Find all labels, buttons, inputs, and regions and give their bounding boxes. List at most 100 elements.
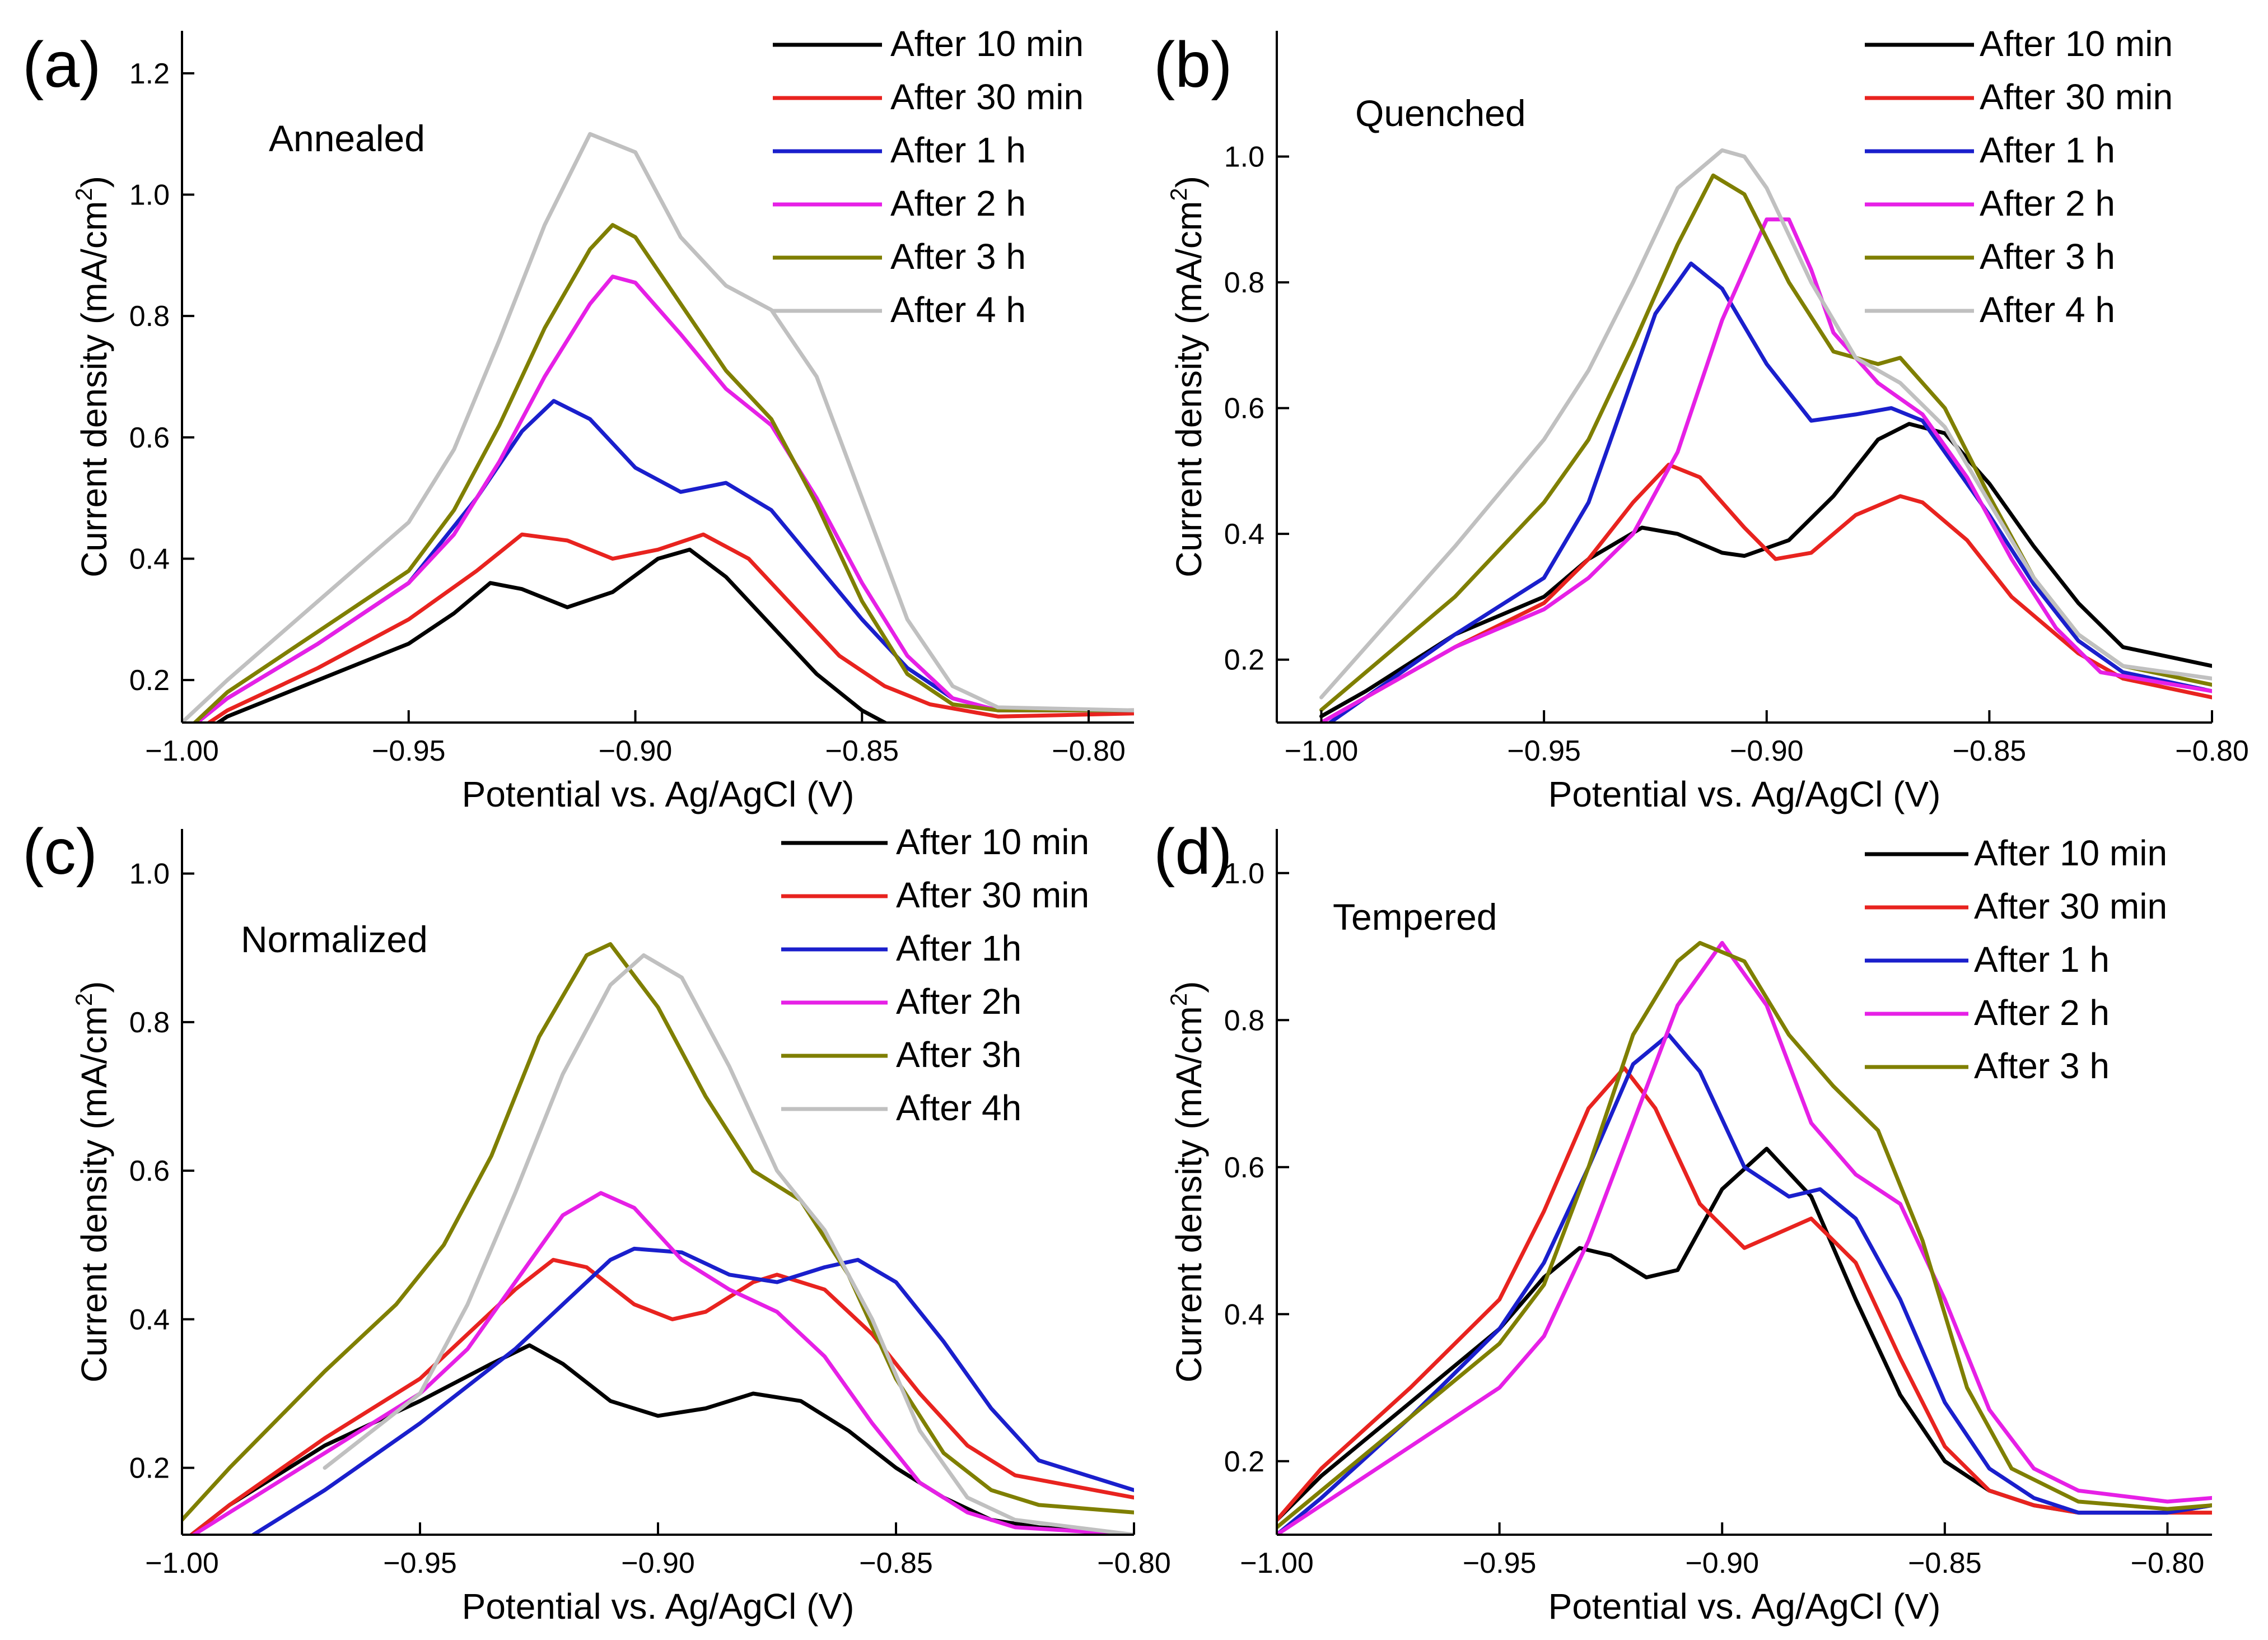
series-group [182,942,1134,1535]
legend-item: After 10 min [1865,833,2167,873]
condition-label: Tempered [1333,896,1497,938]
y-tick-label: 0.8 [129,300,170,333]
series-group [1277,940,2212,1535]
legend-item: After 2 h [773,183,1026,223]
series-line-5 [1277,940,2212,1530]
legend-item: After 30 min [1865,886,2167,926]
y-axis-title-main: Current density (mA/cm [74,201,114,577]
series-line-5 [192,223,1134,723]
series-line-6 [323,953,1134,1535]
y-axis-title-main: Current density (mA/cm [1169,1006,1209,1382]
legend-label: After 30 min [896,875,1089,915]
legend-label: After 3 h [890,236,1026,277]
y-axis-title-sup: 2 [71,993,97,1006]
legend-item: After 10 min [781,822,1089,862]
x-tick-label: −0.85 [1953,735,2027,767]
condition-label: Annealed [269,118,425,159]
y-tick-label: 1.2 [129,58,170,90]
legend-item: After 1 h [773,130,1026,170]
legend-label: After 10 min [1980,24,2173,64]
legend: After 10 min After 30 min After 1 h After 2… [773,24,1084,330]
legend-label: After 1h [896,928,1021,968]
legend-item: After 30 min [773,77,1084,117]
legend-item: After 10 min [773,24,1084,64]
y-tick-label: 0.8 [129,1007,170,1039]
series-line-3 [1327,261,2212,723]
legend-item: After 3 h [1865,1046,2110,1086]
legend-item: After 2 h [1865,183,2115,223]
series-line-4 [1277,940,2212,1535]
y-tick-label: 0.8 [1224,1004,1264,1037]
y-tick-label: 0.2 [1224,644,1264,677]
y-tick-label: 1.0 [1224,141,1264,174]
panel-letter: (d) [1154,816,1233,888]
y-axis-title-end: ) [74,981,114,993]
legend-label: After 2h [896,981,1021,1022]
y-tick-label: 0.4 [1224,1298,1264,1331]
x-tick-label: −1.00 [1240,1547,1314,1580]
panel-c: −1.00 −0.95 −0.90 −0.85 −0.80 0.2 0.4 0.6 0.8 1.0… [22,816,1171,1627]
x-tick-label: −0.95 [1507,735,1581,767]
series-line-4 [1319,217,2212,723]
series-group [1319,148,2212,723]
series-line-4 [194,274,1134,723]
legend-item: After 10 min [1865,24,2173,64]
x-tick-label: −1.00 [1285,735,1359,767]
legend-label: After 4h [896,1088,1021,1128]
y-tick-label: 0.2 [129,1452,170,1485]
series-line-6 [1319,148,2212,700]
condition-label: Normalized [241,919,428,960]
x-tick-label: −0.90 [1730,735,1804,767]
x-tick-label: −0.85 [1908,1547,1982,1580]
y-tick-label: 1.0 [1224,858,1264,890]
y-tick-label: 0.2 [129,664,170,697]
y-tick-label: 0.2 [1224,1446,1264,1478]
x-tick-label: −0.95 [1463,1547,1537,1580]
legend: After 10 min After 30 min After 1 h After 2… [1865,24,2173,330]
x-tick-label: −0.85 [825,735,899,767]
legend-label: After 10 min [890,24,1084,64]
y-tick-label: 0.8 [1224,267,1264,299]
y-axis-title-end: ) [1169,981,1209,993]
y-tick-label: 0.4 [129,543,170,576]
y-tick-label: 0.4 [1224,518,1264,551]
x-axis-title: Potential vs. Ag/AgCl (V) [1548,774,1941,814]
x-tick-label: −1.00 [145,735,219,767]
legend-item: After 1 h [1865,130,2115,170]
y-axis-title-main: Current density (mA/cm [1169,201,1209,577]
legend-label: After 3 h [1974,1046,2110,1086]
x-tick-label: −0.80 [1052,735,1126,767]
panel-letter: (c) [22,816,97,888]
series-line-3 [1277,1033,2212,1535]
y-tick-label: 0.6 [129,1155,170,1187]
y-axis-title: Current density (mA/cm2) [71,176,114,577]
legend-item: After 2h [781,981,1021,1022]
legend: After 10 min After 30 min After 1 h After 2… [1865,833,2167,1086]
series-line-2 [188,1257,1134,1535]
legend-label: After 1 h [890,130,1026,170]
series-line-2 [1319,463,2212,723]
legend-item: After 4 h [1865,290,2115,330]
legend: After 10 min After 30 min After 1h After 2h… [781,822,1089,1128]
legend-label: After 30 min [890,77,1084,117]
y-axis-title-sup: 2 [1165,993,1192,1006]
panel-letter: (a) [22,29,101,101]
y-tick-label: 1.0 [129,858,170,891]
legend-label: After 3h [896,1035,1021,1075]
legend-label: After 1 h [1974,939,2110,980]
x-tick-label: −0.95 [383,1547,457,1580]
series-line-6 [182,132,1134,723]
x-tick-label: −0.95 [372,735,446,767]
series-line-3 [251,1246,1134,1535]
x-tick-label: −0.80 [1097,1547,1171,1580]
legend-label: After 2 h [1980,183,2115,223]
x-tick-label: −1.00 [145,1547,219,1580]
y-axis-title: Current density (mA/cm2) [1165,176,1209,577]
y-tick-label: 0.6 [1224,1152,1264,1184]
legend-label: After 3 h [1980,236,2115,277]
y-axis-title-main: Current density (mA/cm [74,1006,114,1382]
legend-label: After 30 min [1974,886,2167,926]
y-tick-label: 0.6 [1224,393,1264,425]
series-line-2 [206,532,1134,723]
